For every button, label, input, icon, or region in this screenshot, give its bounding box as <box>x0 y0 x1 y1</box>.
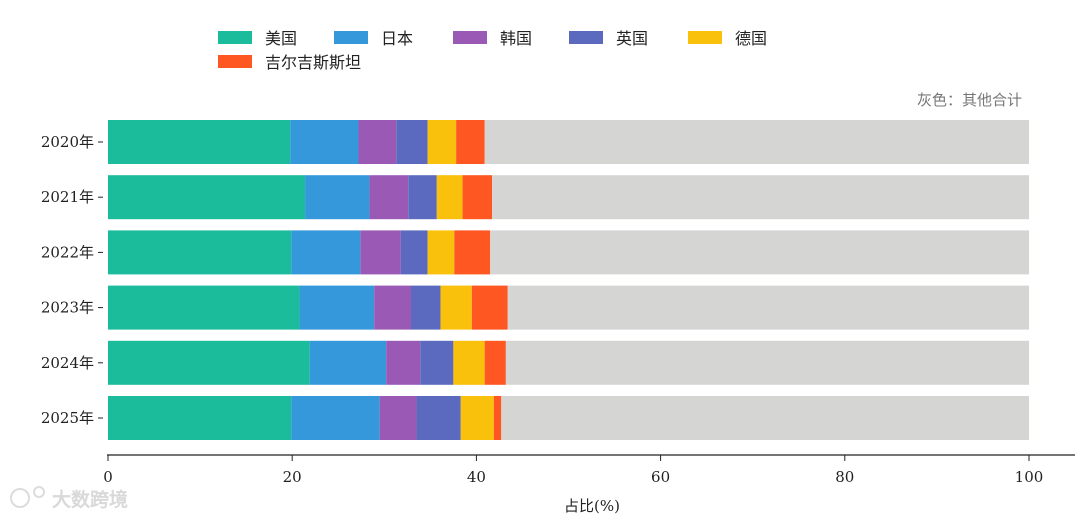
bar-英国-2024年 <box>420 340 454 385</box>
watermark-logo-icon <box>10 488 30 508</box>
legend-swatch <box>569 31 603 44</box>
bar-日本-2020年 <box>290 120 359 164</box>
bar-美国-2025年 <box>108 396 292 440</box>
x-tick-label: 100 <box>1015 468 1044 486</box>
bar-其他合计-2024年 <box>505 340 1029 385</box>
bars <box>108 120 1030 440</box>
bar-德国-2022年 <box>427 230 455 275</box>
y-tick-label: 2023年 <box>41 299 94 317</box>
bar-美国-2023年 <box>108 285 300 330</box>
bar-日本-2024年 <box>309 340 387 385</box>
bar-吉尔吉斯斯坦-2024年 <box>484 340 506 385</box>
y-axis: 2020年 2021年 2022年 2023年 2024年 2025年 <box>41 133 103 427</box>
bar-其他合计-2021年 <box>492 175 1029 220</box>
bar-日本-2022年 <box>291 230 361 275</box>
legend-swatch <box>688 31 722 44</box>
bar-其他合计-2022年 <box>490 230 1030 275</box>
bar-韩国-2023年 <box>374 285 412 330</box>
x-tick-label: 80 <box>835 468 854 486</box>
bar-吉尔吉斯斯坦-2025年 <box>493 396 502 440</box>
legend-label: 德国 <box>735 29 767 48</box>
bar-韩国-2024年 <box>386 340 421 385</box>
bar-其他合计-2025年 <box>501 396 1029 440</box>
legend-swatch <box>453 31 487 44</box>
bar-日本-2021年 <box>305 175 370 220</box>
y-tick-label: 2021年 <box>41 188 94 206</box>
bar-韩国-2025年 <box>379 396 417 440</box>
bar-韩国-2020年 <box>358 120 397 164</box>
bar-吉尔吉斯斯坦-2021年 <box>462 175 493 220</box>
bar-德国-2021年 <box>436 175 463 220</box>
bar-英国-2023年 <box>411 285 441 330</box>
x-tick-label: 0 <box>103 468 113 486</box>
legend-swatch <box>218 31 252 44</box>
bar-吉尔吉斯斯坦-2023年 <box>471 285 508 330</box>
x-tick-label: 40 <box>467 468 486 486</box>
x-tick-label: 60 <box>651 468 670 486</box>
legend-label: 韩国 <box>500 29 532 48</box>
bar-吉尔吉斯斯坦-2020年 <box>456 120 485 164</box>
legend-label: 美国 <box>265 29 297 48</box>
legend-swatch <box>218 55 252 68</box>
x-tick-label: 20 <box>283 468 302 486</box>
bar-德国-2024年 <box>453 340 485 385</box>
bar-吉尔吉斯斯坦-2022年 <box>454 230 491 275</box>
bar-韩国-2021年 <box>369 175 409 220</box>
y-tick-label: 2022年 <box>41 243 94 261</box>
bar-美国-2022年 <box>108 230 292 275</box>
watermark-text: 大数跨境 <box>52 488 128 511</box>
watermark: 大数跨境 <box>10 486 128 511</box>
legend-label: 日本 <box>381 29 413 48</box>
bar-其他合计-2020年 <box>484 120 1029 164</box>
bar-日本-2025年 <box>291 396 380 440</box>
bar-韩国-2022年 <box>360 230 401 275</box>
y-tick-label: 2020年 <box>41 133 94 151</box>
bar-英国-2022年 <box>400 230 428 275</box>
bar-美国-2020年 <box>108 120 291 164</box>
bar-德国-2023年 <box>440 285 472 330</box>
y-tick-label: 2024年 <box>41 354 94 372</box>
bar-美国-2021年 <box>108 175 306 220</box>
bar-德国-2020年 <box>427 120 457 164</box>
bar-英国-2025年 <box>416 396 461 440</box>
y-tick-label: 2025年 <box>41 409 94 427</box>
bar-美国-2024年 <box>108 340 310 385</box>
legend-label: 吉尔吉斯斯坦 <box>265 53 361 72</box>
x-axis-label: 占比(%) <box>564 497 620 515</box>
bar-英国-2021年 <box>408 175 437 220</box>
chart-note: 灰色：其他合计 <box>917 91 1022 109</box>
bar-德国-2025年 <box>460 396 494 440</box>
legend-swatch <box>334 31 368 44</box>
watermark-logo-icon-dot <box>33 486 45 498</box>
bar-其他合计-2023年 <box>507 285 1030 330</box>
bar-日本-2023年 <box>299 285 375 330</box>
legend-label: 英国 <box>616 29 648 48</box>
bar-英国-2020年 <box>396 120 428 164</box>
x-axis: 0 20 40 60 80 100 <box>103 454 1075 486</box>
